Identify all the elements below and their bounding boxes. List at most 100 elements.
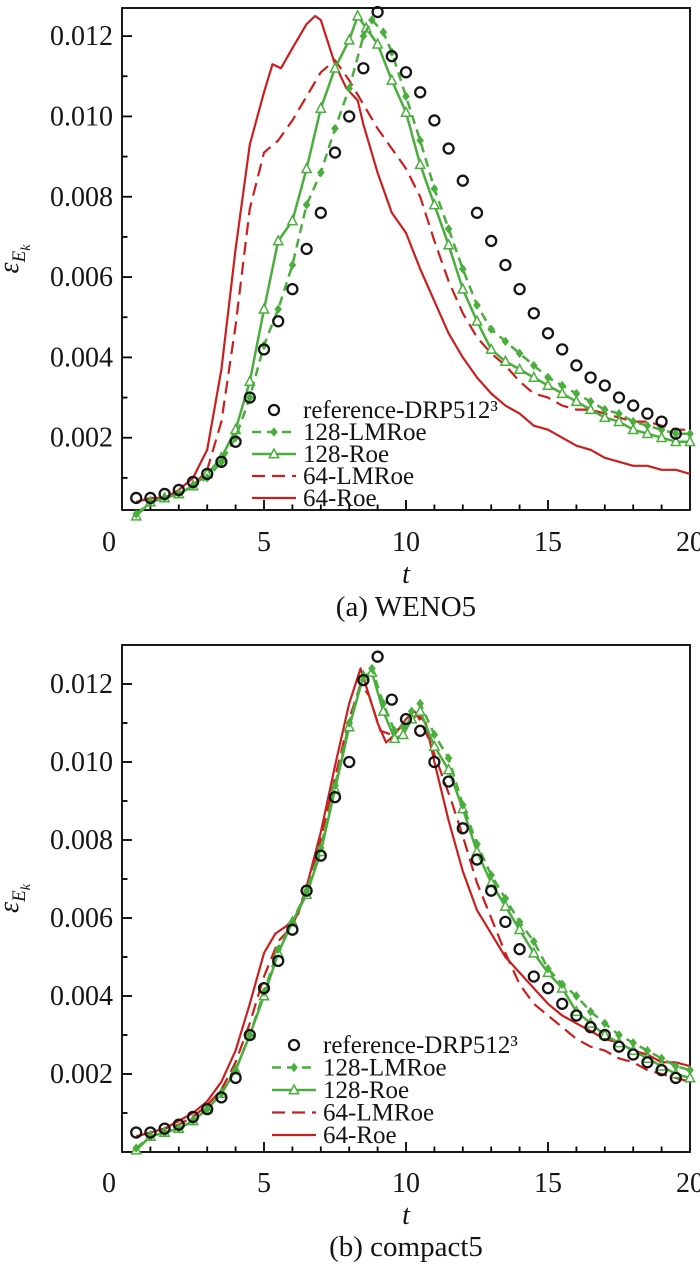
circle-marker-icon <box>669 1071 682 1085</box>
circle-marker-icon <box>229 435 242 448</box>
diamond-marker-icon <box>274 304 282 314</box>
circle-marker-icon <box>399 66 413 79</box>
diamond-marker-icon <box>672 428 680 439</box>
circle-marker-icon <box>272 315 285 328</box>
circle-marker-icon <box>513 943 526 956</box>
circle-marker-icon <box>357 62 370 75</box>
diamond-marker-icon <box>416 698 424 709</box>
x-tick-label: 0 <box>102 527 116 558</box>
triangle-marker-icon <box>613 415 625 427</box>
legend-item-128-LMRoe: 128-LMRoe <box>272 1055 447 1082</box>
diamond-marker-icon <box>530 360 538 371</box>
circle-marker-icon <box>130 491 143 505</box>
diamond-marker-icon <box>572 388 581 399</box>
triangle-marker-icon <box>343 33 356 45</box>
circle-marker-icon <box>627 1048 640 1061</box>
legend-label: 128-Roe <box>323 1077 409 1104</box>
circle-marker-icon <box>612 391 626 404</box>
diamond-marker-icon <box>246 1030 254 1040</box>
chart-b: 0 5 10 15 20 0.002 0.004 0.006 0.008 0.010 0.012 t ε… <box>0 644 700 1231</box>
triangle-marker-icon <box>513 923 526 935</box>
circle-marker-icon <box>655 415 668 428</box>
circle-marker-icon <box>186 475 200 489</box>
circle-marker-icon <box>485 234 498 248</box>
legend-label: 128-LMRoe <box>323 1055 447 1082</box>
diamond-marker-icon <box>487 324 495 334</box>
circle-marker-icon <box>371 650 384 663</box>
triangle-marker-icon <box>499 899 512 911</box>
diamond-marker-icon <box>246 392 254 403</box>
diamond-marker-icon <box>686 428 694 439</box>
circle-marker-icon <box>286 282 299 296</box>
triangle-marker-icon <box>351 9 364 21</box>
circle-marker-icon <box>130 1126 143 1139</box>
diamond-marker-icon <box>530 936 538 947</box>
triangle-marker-icon <box>272 234 285 246</box>
triangle-marker-icon <box>314 101 327 113</box>
circle-marker-icon <box>158 487 171 501</box>
legend-item-64-LMRoe: 64-LMRoe <box>252 463 414 490</box>
circle-marker-icon <box>243 391 256 404</box>
axis-ticks-a <box>122 35 663 510</box>
diamond-marker-icon <box>302 200 311 210</box>
circle-marker-icon <box>641 1056 654 1069</box>
triangle-marker-icon <box>288 1083 300 1095</box>
diamond-marker-icon <box>402 91 410 102</box>
y-tick-label: 0.012 <box>50 21 113 52</box>
series-reference-DRP512- <box>130 5 682 505</box>
triangle-marker-icon <box>385 73 398 85</box>
diamond-marker-icon <box>331 123 339 134</box>
triangle-marker-icon <box>598 1028 611 1040</box>
circle-marker-icon <box>257 982 271 995</box>
circle-marker-icon <box>328 790 342 804</box>
circle-marker-icon <box>442 775 455 788</box>
triangle-marker-icon <box>414 704 427 716</box>
triangle-marker-icon <box>669 435 682 447</box>
circle-marker-icon <box>428 755 441 769</box>
triangle-marker-icon <box>400 105 412 117</box>
y-tick-label: 0.012 <box>50 669 113 700</box>
diamond-marker-icon <box>515 348 524 359</box>
triangle-marker-icon <box>655 431 668 443</box>
diamond-marker-icon <box>686 1065 694 1075</box>
y-axis-label-b: εEk <box>0 883 34 913</box>
circle-marker-icon <box>442 142 455 155</box>
diamond-marker-icon <box>515 917 524 927</box>
legend-label: 64-LMRoe <box>303 463 414 490</box>
y-tick-label: 0.010 <box>50 747 113 778</box>
circle-marker-icon <box>470 853 484 866</box>
diamond-marker-icon <box>544 372 552 383</box>
circle-marker-icon <box>144 491 157 505</box>
diamond-marker-icon <box>290 1062 298 1073</box>
circle-marker-icon <box>527 307 540 320</box>
triangle-marker-icon <box>627 423 640 435</box>
axis-ticks-b <box>122 683 663 1152</box>
triangle-marker-icon <box>542 378 554 391</box>
diamond-marker-icon <box>345 718 353 728</box>
circle-marker-icon <box>414 86 427 99</box>
x-tick-label: 15 <box>534 527 562 558</box>
triangle-marker-icon <box>286 214 299 226</box>
diamond-marker-icon <box>643 1045 652 1056</box>
circle-marker-icon <box>343 110 356 123</box>
caption-a: (a) WENO5 <box>335 591 477 623</box>
circle-marker-icon <box>641 407 654 420</box>
legend-label: 64-LMRoe <box>323 1100 434 1127</box>
legend-item-128-LMRoe: 128-LMRoe <box>252 419 427 446</box>
legend-a: reference-DRP512³128-LMRoe128-Roe64-LMRo… <box>252 397 498 512</box>
diamond-marker-icon <box>217 457 226 467</box>
triangle-marker-icon <box>485 342 498 354</box>
x-tick-label: 15 <box>534 1168 562 1199</box>
legend-label: 64-Roe <box>323 1122 397 1149</box>
diamond-marker-icon <box>379 27 388 37</box>
circle-marker-icon <box>584 1021 597 1034</box>
diamond-marker-icon <box>359 31 368 41</box>
circle-marker-icon <box>300 242 313 256</box>
triangle-marker-icon <box>243 374 256 387</box>
diamond-marker-icon <box>586 1006 595 1017</box>
triangle-marker-icon <box>397 728 409 740</box>
x-tick-label: 5 <box>257 527 271 558</box>
x-tick-label: 10 <box>392 527 420 558</box>
legend-item-64-Roe: 64-Roe <box>252 485 377 512</box>
diamond-marker-icon <box>430 184 439 194</box>
